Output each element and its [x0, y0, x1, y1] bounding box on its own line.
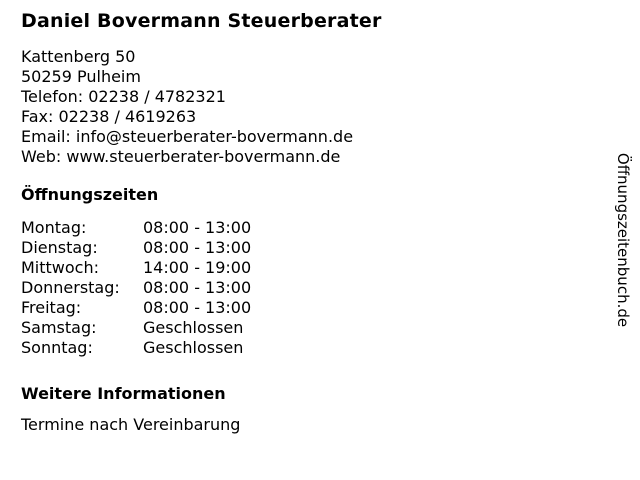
- time-value: Geschlossen: [143, 338, 244, 357]
- hours-row-monday: Montag: 08:00 - 13:00: [21, 218, 581, 238]
- site-watermark: Öffnungszeitenbuch.de: [614, 152, 632, 328]
- day-label: Sonntag:: [21, 338, 93, 357]
- day-label: Mittwoch:: [21, 258, 99, 277]
- day-label: Donnerstag:: [21, 278, 120, 297]
- contact-block: Kattenberg 50 50259 Pulheim Telefon: 022…: [21, 47, 581, 167]
- time-value: 14:00 - 19:00: [143, 258, 252, 277]
- more-info-text: Termine nach Vereinbarung: [21, 415, 241, 434]
- hours-row-saturday: Samstag: Geschlossen: [21, 318, 581, 338]
- address-street: Kattenberg 50: [21, 47, 136, 66]
- email-line: Email: info@steuerberater-bovermann.de: [21, 127, 354, 146]
- day-label: Samstag:: [21, 318, 97, 337]
- day-label: Montag:: [21, 218, 87, 237]
- fax-line: Fax: 02238 / 4619263: [21, 107, 197, 126]
- opening-hours-heading: Öffnungszeiten: [21, 185, 159, 204]
- hours-row-sunday: Sonntag: Geschlossen: [21, 338, 581, 358]
- hours-row-friday: Freitag: 08:00 - 13:00: [21, 298, 581, 318]
- address-city: 50259 Pulheim: [21, 67, 141, 86]
- time-value: 08:00 - 13:00: [143, 218, 252, 237]
- time-value: Geschlossen: [143, 318, 244, 337]
- time-value: 08:00 - 13:00: [143, 298, 252, 317]
- time-value: 08:00 - 13:00: [143, 278, 252, 297]
- hours-row-thursday: Donnerstag: 08:00 - 13:00: [21, 278, 581, 298]
- time-value: 08:00 - 13:00: [143, 238, 252, 257]
- day-label: Freitag:: [21, 298, 82, 317]
- hours-row-tuesday: Dienstag: 08:00 - 13:00: [21, 238, 581, 258]
- main-content: Daniel Bovermann Steuerberater Kattenber…: [21, 10, 581, 435]
- opening-hours-table: Montag: 08:00 - 13:00 Dienstag: 08:00 - …: [21, 218, 581, 358]
- page-title: Daniel Bovermann Steuerberater: [21, 10, 382, 32]
- day-label: Dienstag:: [21, 238, 98, 257]
- phone-line: Telefon: 02238 / 4782321: [21, 87, 226, 106]
- web-line: Web: www.steuerberater-bovermann.de: [21, 147, 341, 166]
- more-info-heading: Weitere Informationen: [21, 384, 226, 403]
- hours-row-wednesday: Mittwoch: 14:00 - 19:00: [21, 258, 581, 278]
